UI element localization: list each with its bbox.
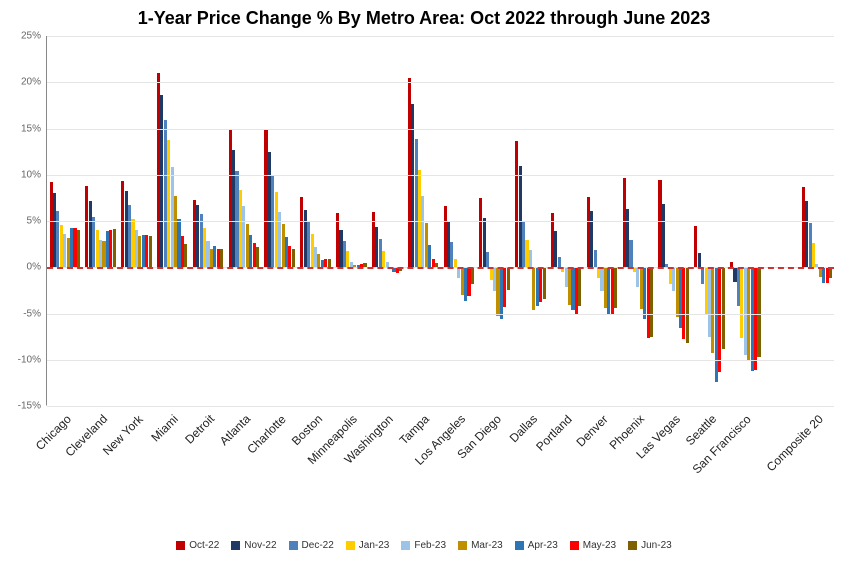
- legend: Oct-22 Nov-22 Dec-22 Jan-23 Feb-23 Mar-23 Apr-…: [0, 540, 848, 551]
- y-tick-label: -5%: [23, 308, 47, 319]
- legend-swatch: [289, 541, 298, 550]
- y-tick-label: 15%: [21, 123, 47, 134]
- bar: [507, 267, 510, 290]
- bar: [292, 249, 295, 268]
- bar: [686, 267, 689, 343]
- bar: [529, 250, 532, 268]
- legend-label: May-23: [583, 540, 616, 551]
- bar: [256, 247, 259, 267]
- legend-label: Dec-22: [302, 540, 334, 551]
- gridline: [47, 360, 834, 361]
- gridline: [47, 129, 834, 130]
- y-tick-label: 20%: [21, 77, 47, 88]
- bar: [454, 259, 457, 267]
- y-tick-label: 10%: [21, 169, 47, 180]
- bar: [722, 267, 725, 348]
- gridline: [47, 82, 834, 83]
- bar: [650, 267, 653, 336]
- bar: [77, 230, 80, 267]
- zero-line: [47, 267, 834, 269]
- chart-title: 1-Year Price Change % By Metro Area: Oct…: [0, 8, 848, 29]
- legend-item: Jun-23: [628, 540, 672, 551]
- x-axis-label: Portland: [534, 412, 576, 454]
- bar: [614, 267, 617, 308]
- gridline: [47, 314, 834, 315]
- legend-item: Dec-22: [289, 540, 334, 551]
- y-tick-label: -15%: [18, 401, 47, 412]
- legend-label: Feb-23: [414, 540, 446, 551]
- legend-item: Apr-23: [515, 540, 558, 551]
- x-axis-label: Composite 20: [764, 412, 826, 474]
- bar: [149, 236, 152, 267]
- bar: [543, 267, 546, 298]
- legend-item: Mar-23: [458, 540, 503, 551]
- legend-swatch: [570, 541, 579, 550]
- legend-swatch: [176, 541, 185, 550]
- legend-label: Oct-22: [189, 540, 219, 551]
- legend-swatch: [346, 541, 355, 550]
- legend-item: Oct-22: [176, 540, 219, 551]
- legend-label: Jun-23: [641, 540, 672, 551]
- legend-swatch: [231, 541, 240, 550]
- y-tick-label: -10%: [18, 354, 47, 365]
- bar: [698, 253, 701, 267]
- legend-item: May-23: [570, 540, 616, 551]
- legend-swatch: [401, 541, 410, 550]
- bar: [184, 244, 187, 267]
- legend-swatch: [628, 541, 637, 550]
- legend-swatch: [458, 541, 467, 550]
- y-tick-label: 25%: [21, 31, 47, 42]
- x-axis-label: Miami: [149, 412, 182, 445]
- legend-item: Jan-23: [346, 540, 390, 551]
- y-tick-label: 5%: [27, 216, 47, 227]
- bar: [471, 267, 474, 284]
- legend-item: Feb-23: [401, 540, 446, 551]
- bar: [328, 259, 331, 267]
- bar: [113, 229, 116, 267]
- gridline: [47, 175, 834, 176]
- bar: [662, 204, 665, 267]
- bar: [594, 250, 597, 268]
- y-tick-label: 0%: [27, 262, 47, 273]
- x-axis-label: Denver: [574, 412, 611, 449]
- bar: [629, 240, 632, 267]
- bar: [757, 267, 760, 357]
- x-axis-label: Dallas: [506, 412, 539, 445]
- legend-swatch: [515, 541, 524, 550]
- plot-area: -15%-10%-5%0%5%10%15%20%25%: [46, 36, 834, 406]
- bar: [578, 267, 581, 306]
- bar: [558, 257, 561, 267]
- x-axis-label: Detroit: [182, 412, 217, 447]
- legend-label: Mar-23: [471, 540, 503, 551]
- bar: [486, 252, 489, 267]
- bar: [220, 249, 223, 268]
- gridline: [47, 406, 834, 407]
- legend-label: Nov-22: [244, 540, 276, 551]
- gridline: [47, 36, 834, 37]
- gridline: [47, 221, 834, 222]
- legend-item: Nov-22: [231, 540, 276, 551]
- legend-label: Apr-23: [528, 540, 558, 551]
- legend-label: Jan-23: [359, 540, 390, 551]
